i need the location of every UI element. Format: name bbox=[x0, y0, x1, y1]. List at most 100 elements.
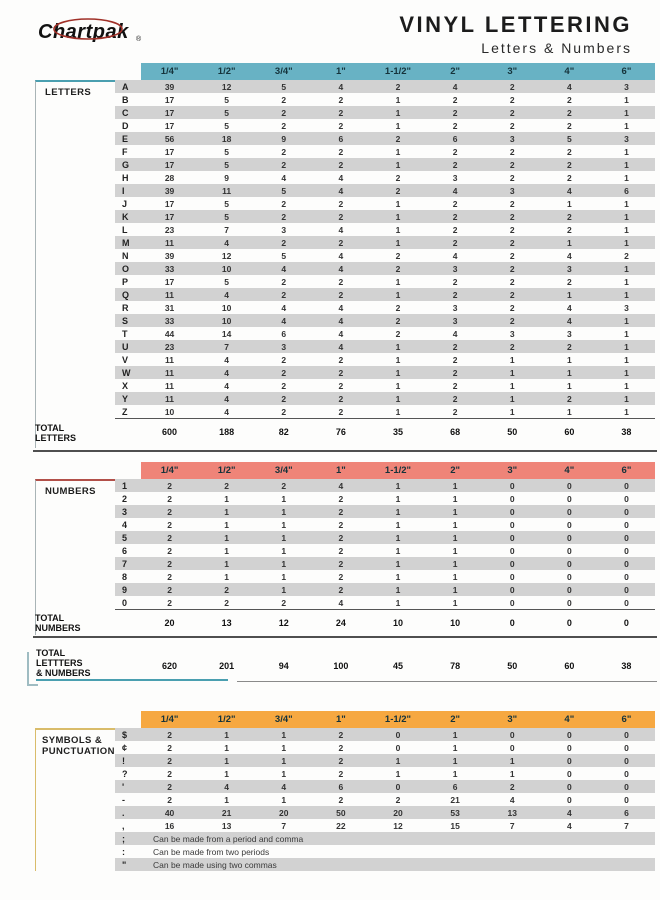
row-key: ¢ bbox=[122, 742, 128, 753]
cell-value: 11 bbox=[165, 289, 175, 300]
cell-value: 0 bbox=[566, 506, 572, 517]
cell-value: 1 bbox=[452, 729, 458, 740]
cell-value: 15 bbox=[450, 820, 460, 831]
cell-value: 5 bbox=[224, 159, 230, 170]
cell-value: 2 bbox=[338, 198, 344, 209]
size-column-label: 3/4" bbox=[274, 66, 293, 77]
cell-value: 4 bbox=[281, 781, 287, 792]
cell-value: 3 bbox=[566, 328, 572, 339]
cell-value: 10 bbox=[164, 406, 175, 417]
cell-value: 5 bbox=[224, 146, 230, 157]
cell-value: 3 bbox=[281, 224, 287, 235]
cell-value: 2 bbox=[452, 146, 458, 157]
size-column-label: 1-1/2" bbox=[384, 714, 412, 725]
table-row: S 33 10 4 4 2 3 2 4 1 bbox=[115, 314, 655, 327]
row-key: J bbox=[122, 198, 128, 209]
cell-value: 0 bbox=[509, 584, 515, 595]
letters-size-header: 1/4" 1/2" 3/4" 1" 1-1/2" 2" 3" 4" 6" bbox=[141, 63, 655, 80]
cell-value: 4 bbox=[338, 250, 344, 261]
cell-value: 1 bbox=[624, 406, 629, 417]
total-value: 0 bbox=[566, 618, 572, 628]
row-key: 1 bbox=[122, 480, 128, 491]
cell-value: 1 bbox=[452, 584, 458, 595]
cell-value: 2 bbox=[224, 597, 230, 608]
cell-value: 5 bbox=[224, 107, 230, 118]
cell-value: 5 bbox=[224, 198, 230, 209]
total-value: 24 bbox=[335, 618, 346, 628]
table-row: Y 11 4 2 2 1 2 1 2 1 bbox=[115, 392, 655, 405]
cell-value: 1 bbox=[395, 276, 401, 287]
table-row: B 17 5 2 2 1 2 2 2 1 bbox=[115, 93, 655, 106]
cell-value: 5 bbox=[224, 94, 230, 105]
size-column-label: 3" bbox=[507, 66, 518, 77]
size-column-label: 3" bbox=[507, 714, 518, 725]
cell-value: 1 bbox=[395, 159, 401, 170]
cell-value: 2 bbox=[395, 172, 401, 183]
table-row: T 44 14 6 4 2 4 3 3 1 bbox=[115, 327, 655, 340]
cell-value: 1 bbox=[395, 480, 401, 491]
cell-value: 1 bbox=[395, 493, 401, 504]
cell-value: 2 bbox=[338, 94, 344, 105]
total-value: 45 bbox=[392, 661, 403, 671]
cell-value: 6 bbox=[338, 133, 344, 144]
letters-label-text: LETTERS bbox=[45, 87, 92, 98]
numbers-size-header: 1/4" 1/2" 3/4" 1" 1-1/2" 2" 3" 4" 6" bbox=[141, 462, 655, 479]
cell-value: 2 bbox=[281, 120, 287, 131]
cell-value: 2 bbox=[167, 742, 172, 753]
cell-value: 2 bbox=[338, 584, 344, 595]
cell-value: 4 bbox=[338, 480, 344, 491]
cell-value: 1 bbox=[395, 224, 401, 235]
cell-value: 3 bbox=[281, 341, 287, 352]
row-key: B bbox=[122, 94, 129, 105]
total-value: 94 bbox=[278, 661, 289, 671]
cell-value: 2 bbox=[281, 354, 287, 365]
cell-value: 12 bbox=[221, 250, 232, 261]
note-row: ; Can be made from a period and comma bbox=[115, 832, 655, 845]
table-row: 8 2 1 1 2 1 1 0 0 0 bbox=[115, 570, 655, 583]
cell-value: 2 bbox=[167, 532, 172, 543]
numbers-total-label-1: TOTAL bbox=[35, 613, 65, 623]
cell-value: 0 bbox=[566, 768, 572, 779]
cell-value: 10 bbox=[221, 302, 232, 313]
table-row: U 23 7 3 4 1 2 2 2 1 bbox=[115, 340, 655, 353]
table-row: X 11 4 2 2 1 2 1 1 1 bbox=[115, 379, 655, 392]
row-key: C bbox=[122, 107, 129, 118]
table-row: C 17 5 2 2 1 2 2 2 1 bbox=[115, 106, 655, 119]
cell-value: 0 bbox=[624, 493, 629, 504]
size-column-label: 4" bbox=[564, 66, 575, 77]
table-row: 0 2 2 2 4 1 1 0 0 0 bbox=[115, 596, 655, 609]
total-value: 100 bbox=[333, 661, 349, 671]
cell-value: 4 bbox=[338, 597, 344, 608]
table-row: E 56 18 9 6 2 6 3 5 3 bbox=[115, 132, 655, 145]
size-column-label: 2" bbox=[450, 66, 460, 77]
grand-total-label-2: LETTTERS bbox=[36, 658, 83, 668]
row-key: ' bbox=[122, 781, 125, 792]
cell-value: 2 bbox=[509, 120, 515, 131]
cell-value: 33 bbox=[164, 315, 175, 326]
cell-value: 4 bbox=[566, 250, 572, 261]
size-column-label: 1" bbox=[335, 66, 346, 77]
cell-value: 13 bbox=[221, 820, 232, 831]
row-key: 7 bbox=[122, 558, 128, 569]
cell-value: 2 bbox=[338, 211, 344, 222]
cell-value: 1 bbox=[395, 506, 401, 517]
cell-value: 1 bbox=[281, 519, 287, 530]
cell-value: 4 bbox=[224, 393, 230, 404]
row-key: F bbox=[122, 146, 128, 157]
cell-value: 2 bbox=[452, 393, 458, 404]
cell-value: 3 bbox=[624, 133, 629, 144]
cell-value: 6 bbox=[624, 807, 629, 818]
cell-value: 2 bbox=[395, 263, 401, 274]
table-row: 5 2 1 1 2 1 1 0 0 0 bbox=[115, 531, 655, 544]
table-row: ! 2 1 1 2 1 1 1 0 0 bbox=[115, 754, 655, 767]
cell-value: 9 bbox=[281, 133, 287, 144]
cell-value: 17 bbox=[164, 120, 175, 131]
cell-value: 1 bbox=[281, 532, 287, 543]
cell-value: 0 bbox=[566, 558, 572, 569]
cell-value: 2 bbox=[509, 341, 515, 352]
cell-value: 1 bbox=[395, 211, 401, 222]
cell-value: 0 bbox=[624, 742, 629, 753]
cell-value: 2 bbox=[338, 237, 344, 248]
size-column-label: 1" bbox=[335, 714, 346, 725]
size-column-label: 6" bbox=[621, 714, 632, 725]
